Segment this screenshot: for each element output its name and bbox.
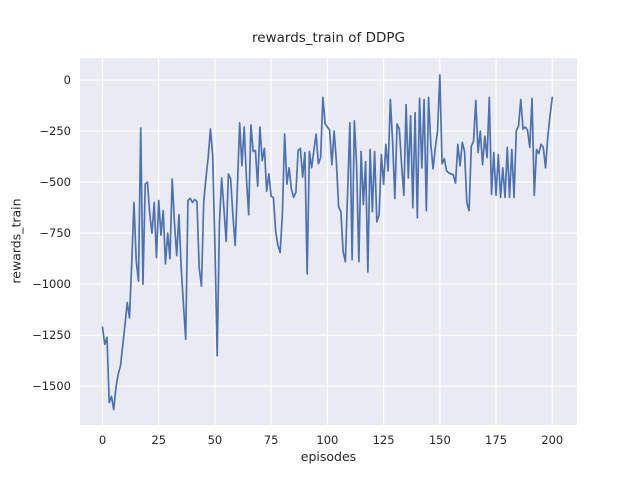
y-tick-label: −1500 [32, 379, 71, 394]
y-tick-label: −1250 [32, 328, 71, 343]
series-line [101, 74, 554, 411]
x-tick-label: 75 [263, 433, 279, 447]
x-axis-label: episodes [300, 449, 357, 464]
x-tick-label: 125 [372, 433, 395, 447]
y-tick-label: −250 [39, 124, 71, 139]
y-tick-label: −750 [39, 226, 71, 241]
x-tick-label: 175 [485, 433, 508, 447]
x-tick-label: 100 [316, 433, 339, 447]
plot-area [80, 58, 577, 425]
line-chart-svg [80, 58, 577, 425]
y-tick-label: −1000 [32, 277, 71, 292]
x-tick-label: 200 [541, 433, 564, 447]
y-axis-label: rewards_train [8, 198, 24, 284]
x-tick-label: 0 [98, 433, 107, 447]
y-tick-label: −500 [39, 175, 71, 190]
plot-background [80, 58, 577, 425]
y-tick-label: 0 [63, 73, 71, 88]
x-tick-label: 50 [207, 433, 223, 447]
chart-title: rewards_train of DDPG [252, 30, 405, 46]
x-tick-label: 25 [151, 433, 167, 447]
x-tick-label: 150 [428, 433, 451, 447]
